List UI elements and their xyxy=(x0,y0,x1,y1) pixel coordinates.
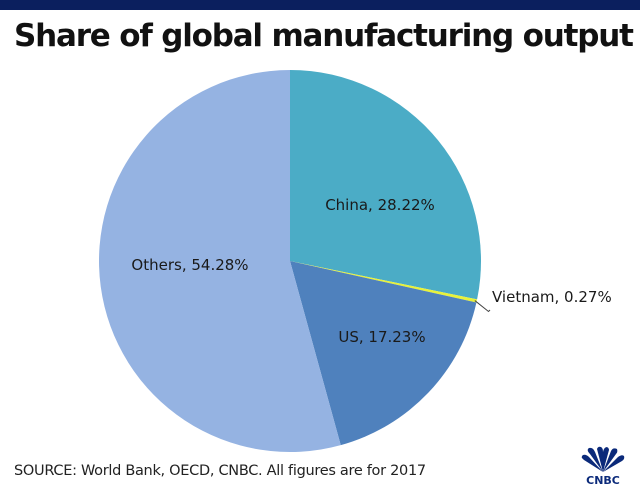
top-bar xyxy=(0,0,640,10)
pie-slice-vietnam xyxy=(290,261,478,303)
source-note: SOURCE: World Bank, OECD, CNBC. All figu… xyxy=(14,463,426,479)
pie-slice-us xyxy=(290,261,477,446)
cnbc-logo: CNBC xyxy=(581,446,625,486)
svg-text:CNBC: CNBC xyxy=(586,474,620,486)
vietnam-leader-line xyxy=(474,300,491,313)
chart-title: Share of global manufacturing output xyxy=(14,18,634,54)
data-label-others: Others, 54.28% xyxy=(131,256,248,274)
data-label-us: US, 17.23% xyxy=(338,328,425,346)
pie-slice-others xyxy=(98,70,341,453)
data-label-vietnam: Vietnam, 0.27% xyxy=(492,288,612,306)
data-label-china: China, 28.22% xyxy=(325,196,435,214)
pie-slice-china xyxy=(290,70,482,300)
